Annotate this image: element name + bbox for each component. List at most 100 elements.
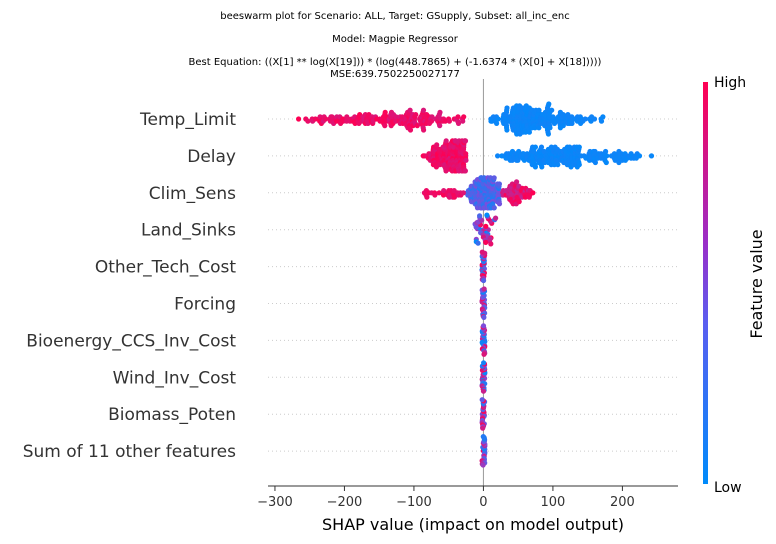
shap-point — [477, 213, 483, 219]
shap-point — [463, 157, 469, 163]
shap-point — [604, 153, 610, 159]
shap-point — [496, 201, 503, 207]
shap-point — [463, 151, 469, 157]
shap-point — [480, 388, 487, 394]
colorbar-gradient — [703, 82, 708, 484]
shap-point — [481, 286, 487, 292]
row-gridlines — [268, 118, 678, 452]
shap-point — [532, 164, 539, 170]
shap-point — [421, 127, 427, 133]
shap-point — [413, 112, 419, 118]
shap-point — [488, 241, 494, 247]
shap-point — [460, 118, 466, 124]
title-line-1: beeswarm plot for Scenario: ALL, Target:… — [220, 11, 569, 22]
shap-point — [536, 125, 542, 131]
shap-point — [475, 240, 481, 246]
colorbar-low-label: Low — [714, 480, 742, 496]
shap-point — [532, 144, 539, 150]
shap-point — [407, 107, 413, 113]
feature-label: Land_Sinks — [141, 221, 236, 241]
shap-point — [455, 120, 462, 126]
shap-point — [441, 188, 447, 194]
shap-point — [460, 190, 466, 196]
shap-point — [494, 120, 500, 126]
shap-point — [526, 129, 533, 135]
feature-label: Bioenergy_CCS_Inv_Cost — [26, 331, 236, 351]
x-tick-label: −200 — [327, 495, 363, 510]
feature-labels: Temp_Limit Delay Clim_Sens Land_Sinks Other_… — [23, 110, 237, 462]
shap-point — [481, 277, 487, 284]
x-tick-label: 100 — [541, 495, 566, 510]
shap-point — [480, 462, 486, 468]
shap-point — [495, 153, 501, 159]
shap-point — [538, 144, 545, 150]
shap-point — [547, 125, 553, 131]
shap-point — [603, 148, 609, 155]
shap-point — [515, 157, 521, 163]
shap-point — [560, 123, 566, 129]
feature-label: Temp_Limit — [139, 110, 236, 130]
shap-point — [484, 212, 490, 218]
shap-point — [323, 116, 329, 122]
shap-point — [479, 397, 485, 403]
shap-point — [462, 138, 469, 144]
shap-point — [603, 159, 609, 166]
shap-point — [648, 153, 655, 159]
shap-point — [483, 223, 489, 229]
shap-point — [481, 314, 487, 320]
shap-point — [536, 107, 542, 113]
x-tick-label: 0 — [479, 495, 487, 510]
feature-label: Sum of 11 other features — [23, 442, 236, 462]
shap-point — [440, 192, 447, 198]
shap-point — [516, 199, 522, 205]
feature-label: Forcing — [174, 295, 236, 315]
shap-point — [496, 181, 502, 187]
shap-point — [495, 116, 501, 122]
shap-point — [420, 107, 427, 113]
feature-label: Delay — [187, 147, 236, 167]
shap-point — [546, 101, 552, 107]
colorbar-high-label: High — [714, 75, 746, 91]
shap-point — [539, 164, 545, 170]
shap-point — [582, 116, 588, 122]
title-line-2: Model: Magpie Regressor — [332, 34, 459, 45]
shap-point — [480, 434, 486, 440]
shap-point — [549, 107, 555, 113]
shap-point — [480, 323, 487, 329]
shap-point — [493, 215, 499, 221]
shap-point — [491, 205, 497, 211]
chart-title: beeswarm plot for Scenario: ALL, Target:… — [189, 11, 602, 80]
shap-point — [591, 116, 598, 122]
title-line-3: Best Equation: ((X[1] ** log(X[19])) * (… — [189, 57, 602, 68]
shap-point — [437, 123, 443, 129]
title-line-4: MSE:639.7502250027177 — [330, 69, 460, 80]
shap-point — [382, 109, 388, 115]
shap-point — [329, 114, 335, 120]
shap-point — [461, 114, 467, 120]
shap-point — [428, 118, 435, 124]
shap-point — [598, 118, 605, 124]
shap-point — [516, 148, 522, 155]
feature-label: Biomass_Poten — [108, 405, 236, 425]
x-ticks: −300 −200 −100 0 100 200 — [257, 486, 635, 510]
shap-point — [514, 179, 520, 185]
shap-point — [592, 159, 599, 166]
shap-point — [480, 425, 486, 431]
feature-label: Wind_Inv_Cost — [113, 368, 237, 388]
shap-point — [407, 127, 414, 133]
shap-point — [567, 144, 573, 150]
feature-label: Clim_Sens — [149, 184, 236, 204]
feature-label: Other_Tech_Cost — [95, 258, 236, 278]
shap-point — [569, 120, 575, 126]
shap-point — [443, 138, 449, 144]
shap-point — [424, 194, 430, 200]
shap-point — [455, 114, 461, 120]
shap-point — [451, 194, 457, 200]
shap-point — [462, 168, 468, 174]
shap-point — [576, 162, 582, 168]
x-axis: −300 −200 −100 0 100 200 SHAP value (impact o… — [257, 485, 678, 534]
shap-point — [555, 162, 561, 168]
shap-point — [446, 118, 452, 124]
shap-point — [382, 123, 388, 129]
